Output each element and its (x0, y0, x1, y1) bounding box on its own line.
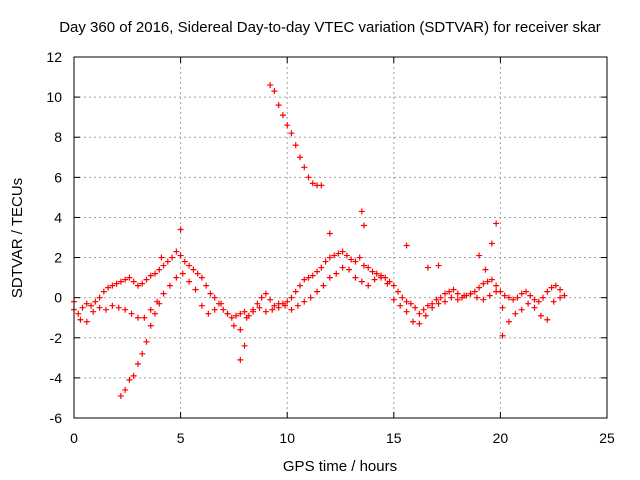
y-tick-label: -4 (50, 370, 63, 386)
plus-markers (158, 208, 506, 363)
y-axis-label: SDTVAR / TECUs (9, 178, 26, 298)
plot-frame (73, 56, 608, 419)
plus-markers (117, 300, 163, 399)
y-tick-label: 12 (46, 49, 62, 65)
chart-title: Day 360 of 2016, Sidereal Day-to-day VTE… (59, 19, 601, 36)
series-main-band (71, 248, 568, 321)
x-axis-label: GPS time / hours (283, 458, 397, 475)
x-tick-label: 20 (493, 430, 509, 446)
series-high-arc (267, 82, 325, 189)
x-tick-label: 25 (599, 430, 615, 446)
y-tick-labels: -6 -4 -2 0 2 4 6 8 10 12 (46, 49, 62, 426)
y-tick-label: 2 (54, 250, 62, 266)
data-points (71, 82, 568, 399)
x-tick-label: 10 (279, 430, 295, 446)
y-tick-label: 6 (54, 169, 62, 185)
grid (74, 57, 607, 418)
series-low-excursion (117, 300, 163, 399)
tick-marks (73, 56, 608, 419)
plus-markers (71, 264, 564, 333)
y-tick-label: -2 (50, 330, 63, 346)
x-tick-label: 5 (177, 430, 185, 446)
plus-markers (267, 82, 325, 189)
y-tick-label: 10 (46, 89, 62, 105)
series-lower-band (71, 264, 564, 333)
series-spikes (158, 208, 506, 363)
x-tick-label: 15 (386, 430, 402, 446)
plus-markers (71, 248, 568, 321)
x-tick-label: 0 (70, 430, 78, 446)
y-tick-label: 4 (54, 209, 62, 225)
x-tick-labels: 0 5 10 15 20 25 (70, 430, 615, 446)
y-tick-label: -6 (50, 410, 63, 426)
y-tick-label: 0 (54, 290, 62, 306)
y-tick-label: 8 (54, 129, 62, 145)
